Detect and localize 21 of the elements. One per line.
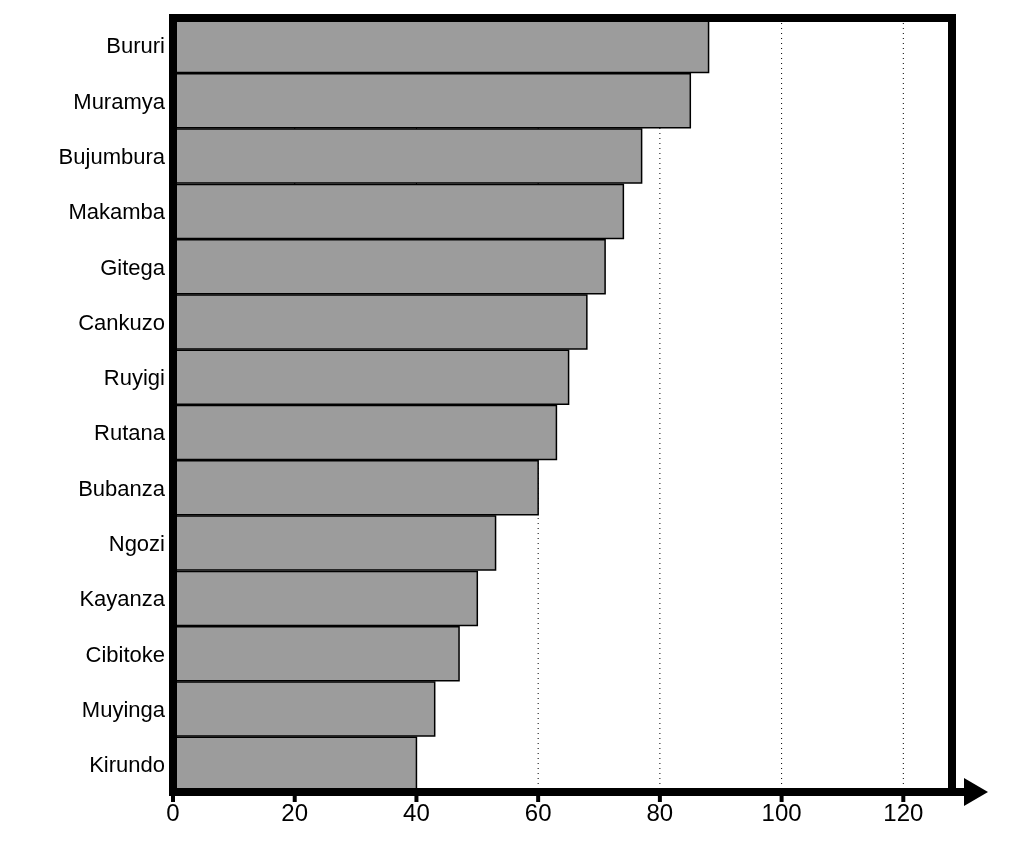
y-tick-label: Kirundo (89, 752, 165, 778)
x-tick-label: 20 (281, 799, 309, 827)
y-tick-label: Cibitoke (85, 641, 165, 667)
x-tick-label: 0 (166, 799, 180, 827)
y-tick-label: Muramya (73, 88, 166, 114)
y-tick-label: Bujumbura (58, 144, 166, 170)
x-tick-label: 40 (403, 799, 430, 827)
x-tick-label: 60 (524, 799, 552, 827)
y-tick-label: Ruyigi (103, 365, 165, 391)
x-tick-label: 80 (646, 799, 674, 827)
x-tick-label: 120 (883, 799, 924, 827)
y-tick-label: Rutana (94, 420, 166, 446)
x-tick-label: 100 (761, 799, 802, 827)
y-tick-label: Cankuzo (78, 309, 165, 335)
y-tick-label: Gitega (100, 254, 166, 280)
y-tick-label: Bururi (106, 33, 165, 59)
y-tick-label: Muyinga (81, 696, 166, 722)
y-tick-label: Makamba (68, 199, 166, 225)
y-tick-label: Ngozi (108, 531, 165, 557)
y-tick-label: Kayanza (79, 586, 166, 612)
y-tick-label: Bubanza (78, 475, 166, 501)
